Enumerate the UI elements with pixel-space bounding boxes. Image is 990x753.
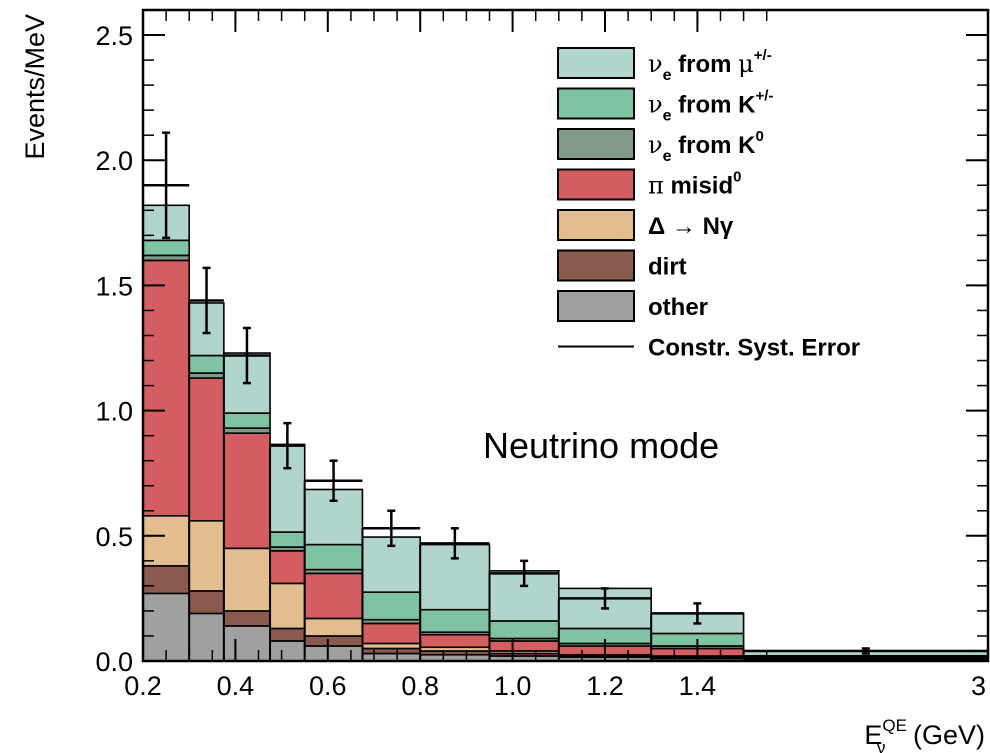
x-tick-label: 3 (971, 671, 986, 701)
y-tick-label: 0.0 (95, 647, 133, 677)
bar-segment (488, 620, 560, 640)
x-tick-label: 1.2 (586, 671, 624, 701)
axes: 0.0 0.5 1.0 1.5 2.0 2.5 0.2 0.4 0.6 0.8 1.0 1.2 1.4 3 (95, 10, 989, 701)
legend-label: νe from K0 (648, 128, 764, 165)
legend-label: other (648, 294, 708, 321)
legend-label: Δ → Nγ (648, 213, 734, 240)
x-tick-label: 0.2 (124, 671, 162, 701)
bar-segment (142, 239, 191, 257)
bar-segment (269, 582, 306, 630)
y-tick-label: 2.5 (95, 21, 133, 51)
bar-segment (269, 640, 306, 662)
legend-label: π misid0 (648, 169, 741, 200)
bar-segment (142, 259, 191, 517)
x-tick-label: 0.4 (217, 671, 255, 701)
bar-segment (419, 633, 491, 649)
bar-segment (361, 591, 422, 621)
bar-segment (419, 608, 491, 634)
bar-segment (303, 617, 364, 637)
x-tick-label: 1.0 (494, 671, 532, 701)
bar-segment (223, 610, 271, 627)
y-tick-label: 1.0 (95, 397, 133, 427)
bar-segment (361, 622, 422, 645)
y-tick-label: 0.5 (95, 522, 133, 552)
bar-segment (188, 519, 225, 592)
legend-swatch (557, 249, 635, 282)
bar-segment (223, 625, 271, 662)
legend-label: νe from K+/- (648, 88, 773, 125)
bar-segment (303, 645, 364, 662)
x-tick-label: 0.6 (309, 671, 347, 701)
bar-segment (223, 432, 271, 550)
bar-segment (188, 354, 225, 374)
bar-segment (269, 531, 306, 548)
x-axis-title: EQE ν (GeV) (864, 716, 985, 753)
bar-segment (188, 377, 225, 522)
bar-segment (303, 572, 364, 620)
bar-segment (223, 547, 271, 612)
legend-swatch (557, 87, 635, 120)
bar-segment (223, 412, 271, 429)
legend-label: Constr. Syst. Error (648, 335, 860, 362)
legend-swatch (557, 128, 635, 160)
x-tick-label: 1.4 (679, 671, 717, 701)
bar-segment (269, 627, 306, 642)
legend-swatch (557, 290, 635, 322)
bar-segment (188, 612, 225, 662)
annotation-text: Neutrino mode (483, 425, 719, 466)
bar-segment (142, 565, 191, 595)
bar-segment (303, 635, 364, 647)
legend-label: νe from μ+/- (648, 47, 772, 84)
legend-swatch (557, 168, 635, 201)
bar-segment (188, 590, 225, 615)
y-tick-label: 2.0 (95, 146, 133, 176)
x-tick-label: 0.8 (401, 671, 439, 701)
legend: νe from μ+/- νe from K+/-νe from K0 π misi… (557, 47, 860, 362)
bar-segment (142, 514, 191, 567)
legend-swatch (557, 47, 635, 79)
legend-label: dirt (648, 254, 687, 281)
bar-segment (303, 543, 364, 571)
error-bars (162, 131, 870, 655)
legend-swatch (557, 209, 635, 241)
bar-segment (488, 640, 560, 652)
bar-segment (269, 550, 306, 585)
y-tick-label: 1.5 (95, 271, 133, 301)
y-axis-title: Events/MeV (20, 14, 50, 160)
